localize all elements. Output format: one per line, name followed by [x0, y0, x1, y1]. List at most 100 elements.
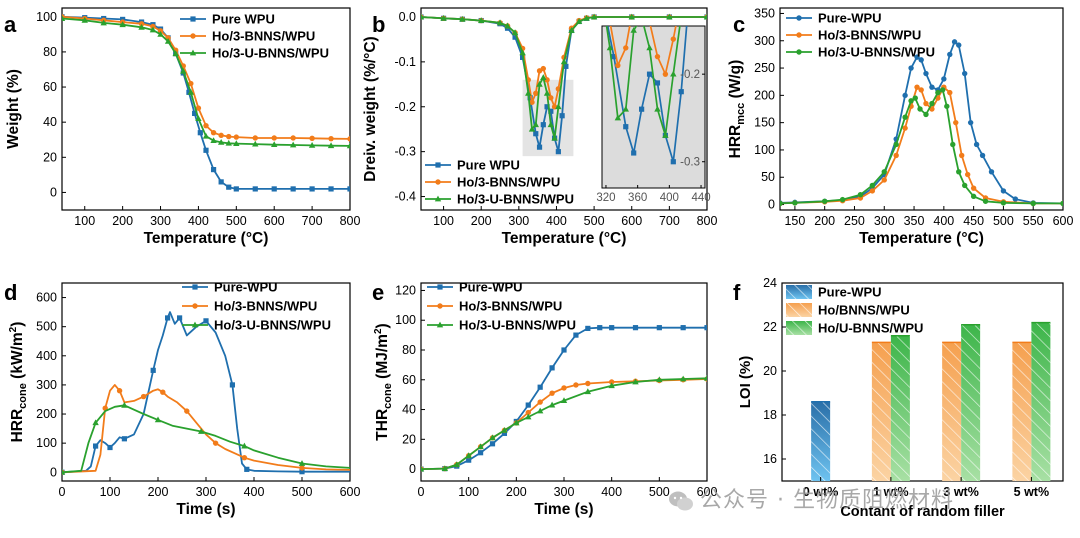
data-point: [704, 325, 707, 331]
data-point: [914, 84, 920, 90]
data-point: [608, 382, 615, 389]
data-point: [217, 138, 225, 145]
data-point: [573, 382, 579, 388]
chart-a-tga: a 100 200 300 400 500 600 700 800 0 20 40 60 80 100 Tem…: [4, 7, 360, 247]
data-point: [670, 70, 677, 77]
x-tick-label: 500: [226, 214, 247, 228]
chart-d-hrr: d 0 100 200 300 400 500 600 0 100 200 300 400 500 600 T…: [4, 280, 360, 519]
data-point: [632, 325, 639, 331]
data-point: [935, 89, 941, 96]
inset-x-tick-label: 400: [660, 192, 679, 204]
data-point: [164, 37, 172, 44]
data-point: [970, 193, 977, 200]
panel-label: f: [733, 280, 741, 305]
data-point: [623, 45, 629, 51]
legend-label: Ho/3-BNNS/WPU: [214, 299, 317, 314]
x-tick-label: 300: [874, 214, 895, 228]
data-point: [504, 22, 511, 29]
data-point: [225, 139, 232, 146]
data-point: [555, 149, 561, 155]
series-line-ho-3-u-bnns-wpu: [62, 404, 350, 474]
data-point: [119, 21, 126, 28]
data-point: [189, 49, 197, 56]
data-point: [186, 89, 192, 95]
x-tick-label: 3 wt%: [943, 485, 978, 499]
x-tick-label: 100: [100, 485, 121, 499]
data-point: [631, 150, 637, 156]
y-tick-label: 40: [402, 403, 416, 417]
data-point: [226, 133, 232, 140]
data-point: [680, 325, 686, 331]
data-point: [62, 468, 66, 475]
data-point: [1030, 200, 1036, 207]
data-point: [967, 119, 974, 126]
panel-label: a: [4, 12, 17, 37]
data-point: [190, 33, 196, 39]
inset-chart: 320 360 400 440 -0.2 -0.3: [596, 0, 711, 204]
data-point: [647, 19, 652, 24]
data-point: [646, 44, 653, 51]
x-tick-label: 200: [112, 214, 133, 228]
data-point: [252, 140, 259, 147]
data-point: [654, 53, 661, 60]
bar-hatch: [1031, 322, 1051, 481]
plot-frame: [61, 7, 351, 211]
data-point: [609, 325, 615, 331]
chart-e-thr: e 0 100 200 300 400 500 600 0 20 40 60 80 100 120 Time …: [372, 280, 717, 519]
data-point: [666, 13, 673, 20]
data-point: [639, 0, 644, 2]
data-point: [501, 426, 508, 433]
data-point: [573, 332, 579, 338]
data-point: [953, 119, 959, 126]
data-point: [956, 169, 962, 175]
y-axis-label-sup: 2: [373, 328, 384, 334]
data-point: [590, 13, 598, 20]
data-point: [857, 192, 864, 198]
data-point: [525, 413, 532, 420]
data-point: [218, 179, 224, 185]
data-point: [252, 186, 258, 192]
legend-label: Ho/U-BNNS/WPU: [818, 321, 923, 336]
y-tick-label: 50: [761, 170, 775, 184]
data-point: [197, 130, 203, 136]
y-axis-label: LOI (%): [737, 356, 754, 409]
data-point: [918, 57, 924, 63]
data-point: [465, 452, 472, 459]
data-point: [290, 135, 296, 141]
series-group: [421, 325, 707, 472]
x-tick-label: 600: [340, 485, 361, 499]
data-point: [796, 49, 802, 55]
y-tick-label: 100: [36, 10, 57, 24]
data-point: [519, 49, 526, 56]
data-point: [881, 177, 887, 183]
series-group: [421, 13, 707, 155]
x-tick-label: 400: [933, 214, 954, 228]
data-point: [548, 95, 554, 101]
data-point: [212, 440, 219, 446]
series-group: [780, 39, 1063, 207]
data-point: [947, 51, 953, 58]
x-axis-label: Temperature (°C): [144, 230, 269, 247]
y-tick-label: 250: [754, 61, 775, 75]
data-point: [537, 384, 543, 390]
data-point: [656, 376, 663, 383]
x-tick-label: 400: [546, 214, 567, 228]
data-point: [902, 114, 908, 120]
data-point: [821, 198, 828, 204]
series-line-ho-3-u-bnns-wpu: [421, 377, 707, 470]
data-point: [525, 89, 532, 96]
data-point: [606, 44, 614, 51]
data-point: [964, 171, 971, 178]
data-point: [100, 19, 107, 26]
inset-y-tick-label: -0.2: [680, 69, 700, 81]
data-point: [177, 315, 183, 321]
y-tick-label: 0: [50, 185, 57, 199]
legend-swatch-hatch: [786, 321, 812, 335]
y-axis-label: Weight (%): [5, 69, 22, 149]
data-point: [441, 465, 449, 472]
data-point: [241, 455, 248, 461]
y-tick-label: 20: [402, 432, 416, 446]
y-tick-label: 100: [395, 313, 416, 327]
data-point: [543, 89, 551, 96]
